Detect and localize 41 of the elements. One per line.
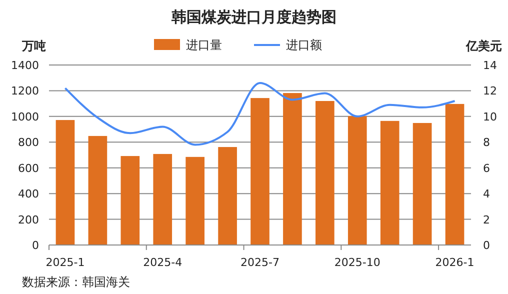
- bar: [186, 156, 204, 245]
- y-tick-label: 600: [18, 162, 39, 175]
- y2-tick-label: 10: [483, 110, 497, 124]
- source-note: 数据来源：韩国海关: [22, 275, 130, 289]
- y-tick-label: 200: [18, 213, 39, 226]
- y-tick-label: 1400: [11, 59, 39, 72]
- x-tick-label: 2025-10: [334, 256, 380, 269]
- bar: [56, 120, 75, 245]
- bar: [283, 93, 302, 245]
- y2-tick-label: 12: [483, 84, 497, 98]
- bar: [412, 122, 432, 245]
- chart-title: 韩国煤炭进口月度趋势图: [170, 8, 336, 26]
- line-series: [64, 82, 456, 146]
- y2-tick-label: 4: [483, 188, 490, 201]
- x-tick-label: 2025-4: [143, 256, 182, 269]
- y-axis-title: 万吨: [21, 39, 46, 53]
- bar: [316, 101, 334, 245]
- bar: [380, 120, 400, 245]
- x-tick-label: 2025-7: [240, 256, 280, 269]
- y2-axis-title: 亿美元: [465, 39, 502, 53]
- y2-tick-label: 14: [483, 59, 497, 72]
- y-tick-label: 1200: [11, 84, 39, 98]
- y2-tick-label: 2: [483, 213, 490, 226]
- y2-tick-label: 0: [483, 239, 490, 252]
- bar: [348, 116, 367, 245]
- bar: [120, 156, 140, 245]
- y-tick-label: 400: [18, 188, 39, 201]
- x-tick-label: 2025-1: [46, 256, 85, 269]
- y-tick-label: 1000: [11, 110, 39, 124]
- bar: [218, 147, 237, 245]
- legend-label: 进口量: [186, 38, 222, 52]
- y-tick-label: 800: [18, 136, 39, 150]
- bar: [153, 154, 172, 245]
- y-tick-label: 0: [32, 239, 39, 252]
- bar: [445, 104, 464, 245]
- legend-label: 进口额: [286, 38, 322, 52]
- bar: [250, 98, 270, 245]
- y2-tick-label: 8: [483, 136, 490, 150]
- x-tick-label: 2026-1: [435, 256, 474, 269]
- y2-tick-label: 6: [483, 162, 490, 175]
- bar: [88, 136, 108, 245]
